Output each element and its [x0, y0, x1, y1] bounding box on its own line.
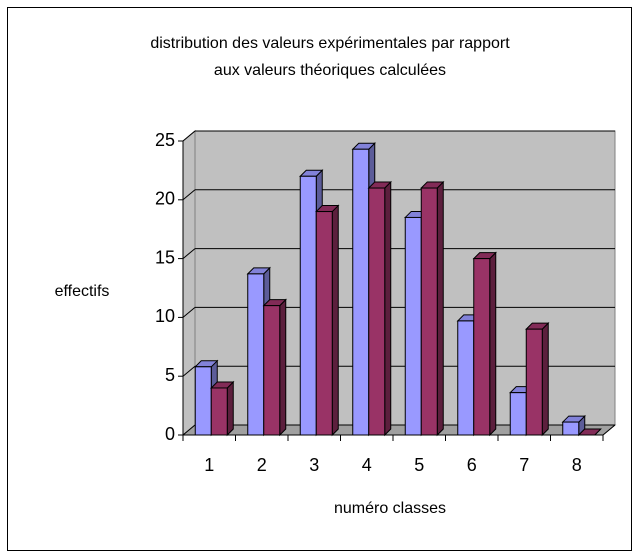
- bar-front: [562, 421, 580, 436]
- bar-side: [279, 298, 287, 437]
- bar: [210, 380, 235, 437]
- bar-front: [404, 216, 422, 436]
- bar: [525, 321, 550, 437]
- y-tick-label: 0: [165, 424, 175, 444]
- x-tick-label: 1: [204, 455, 214, 475]
- chart-title: distribution des valeurs expérimentales …: [150, 35, 510, 52]
- grid-line: [182, 307, 196, 318]
- bar-side: [331, 204, 339, 437]
- grid-line: [182, 248, 196, 259]
- y-axis-title: effectifs: [55, 283, 110, 300]
- y-tick-label: 20: [155, 189, 175, 209]
- bar-front: [263, 305, 281, 436]
- side-wall: [182, 129, 196, 437]
- bar-front: [473, 258, 491, 436]
- x-tick-label: 5: [414, 455, 424, 475]
- grid-line: [182, 130, 196, 142]
- x-axis-depth: [602, 424, 616, 436]
- bar: [315, 204, 340, 437]
- bar-front: [299, 175, 317, 436]
- x-tick-label: 4: [362, 455, 372, 475]
- bar-front: [210, 387, 228, 436]
- bar-side: [489, 251, 497, 437]
- x-axis-title: numéro classes: [334, 500, 446, 517]
- y-tick-label: 15: [155, 247, 175, 267]
- x-tick-label: 2: [257, 455, 267, 475]
- x-tick-label: 3: [309, 455, 319, 475]
- bar-front: [420, 187, 438, 436]
- bar-side: [384, 180, 392, 437]
- bar-top: [577, 428, 602, 436]
- bar-front: [457, 320, 475, 436]
- bar: [262, 298, 287, 437]
- bar-front: [194, 366, 212, 436]
- bar: [367, 180, 392, 437]
- bar-front: [247, 273, 265, 436]
- bar-front: [525, 328, 543, 436]
- bar-front: [352, 148, 370, 436]
- bar-front: [315, 211, 333, 436]
- bar: [472, 251, 497, 437]
- chart-subtitle: aux valeurs théoriques calculées: [214, 62, 446, 79]
- bar: [577, 428, 602, 436]
- grid-line: [182, 189, 196, 201]
- bar-front: [509, 392, 527, 436]
- y-tick-label: 25: [155, 130, 175, 150]
- x-tick-label: 8: [572, 455, 582, 475]
- grid-line: [182, 365, 196, 377]
- y-tick-label: 5: [165, 365, 175, 385]
- bar-side: [436, 180, 444, 437]
- bar-side: [541, 321, 549, 437]
- bar: [420, 180, 445, 437]
- bar-side: [226, 380, 234, 437]
- x-tick-label: 6: [467, 455, 477, 475]
- grid-line: [182, 424, 196, 436]
- y-tick-label: 10: [155, 306, 175, 326]
- bar-front: [368, 187, 386, 436]
- x-tick-label: 7: [519, 455, 529, 475]
